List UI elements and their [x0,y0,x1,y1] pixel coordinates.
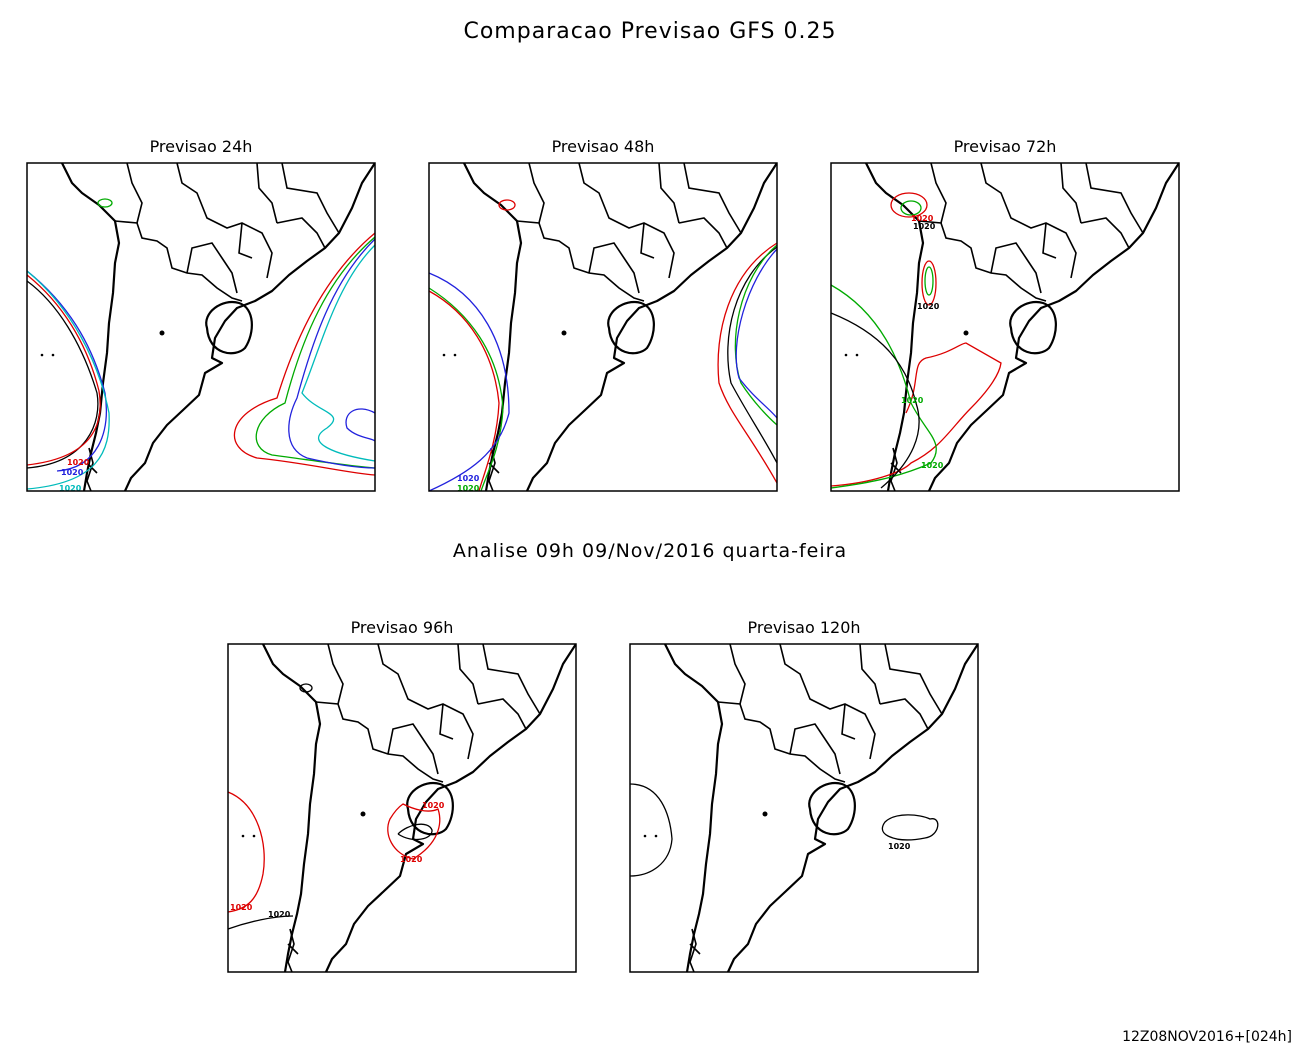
panel-frame [830,162,1180,492]
contour-label: 1020 [422,801,445,810]
panel-frame [629,643,979,973]
contour-label: 1020 [921,461,944,470]
contour-label: 1020 [59,484,82,493]
contour-label: 1020 [61,468,84,477]
coastline [443,163,777,491]
contour-label: 1020 [268,910,291,919]
panel-frame [227,643,577,973]
footer: 12Z08NOV2016+[024h] [1122,1029,1292,1045]
contour-label: 1020 [917,302,940,311]
panel-title: Previsao 48h [552,137,655,156]
contour-label: 1020 [901,396,924,405]
panel-title: Previsao 96h [351,618,454,637]
contour-label: 1020 [457,474,480,483]
contour-label: 1020 [400,855,423,864]
coastline [644,644,978,972]
panel-frame [428,162,778,492]
panel-title: Previsao 120h [747,618,860,637]
map-panel: Previsao 120h 1020 [629,618,979,973]
contour-label: 1020 [67,458,90,467]
panel-frame [26,162,376,492]
map-panel: Previsao 24h 1020 1020 1020 [26,137,376,493]
panel-title: Previsao 24h [150,137,253,156]
contour-label: 1020 [230,903,253,912]
map-panel: Previsao 96h 1020 1020 1020 1020 [227,618,577,973]
map-panel: Previsao 72h 1020 1020 1020 1020 1020 [830,137,1180,492]
contour-label: 1020 [913,222,936,231]
map-panel: Previsao 48h 1020 1020 [428,137,778,493]
figure-title: Comparacao Previsao GFS 0.25 [463,19,836,44]
contour-label: 1020 [888,842,911,851]
contour-label: 1020 [457,484,480,493]
coastline [41,163,375,491]
analysis-label: Analise 09h 09/Nov/2016 quarta-feira [453,540,847,562]
contour-label: 1020 [911,214,934,223]
panel-title: Previsao 72h [954,137,1057,156]
coastline [242,644,576,972]
